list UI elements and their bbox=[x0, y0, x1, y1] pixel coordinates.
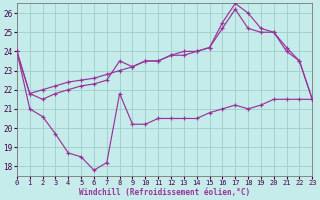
X-axis label: Windchill (Refroidissement éolien,°C): Windchill (Refroidissement éolien,°C) bbox=[79, 188, 250, 197]
